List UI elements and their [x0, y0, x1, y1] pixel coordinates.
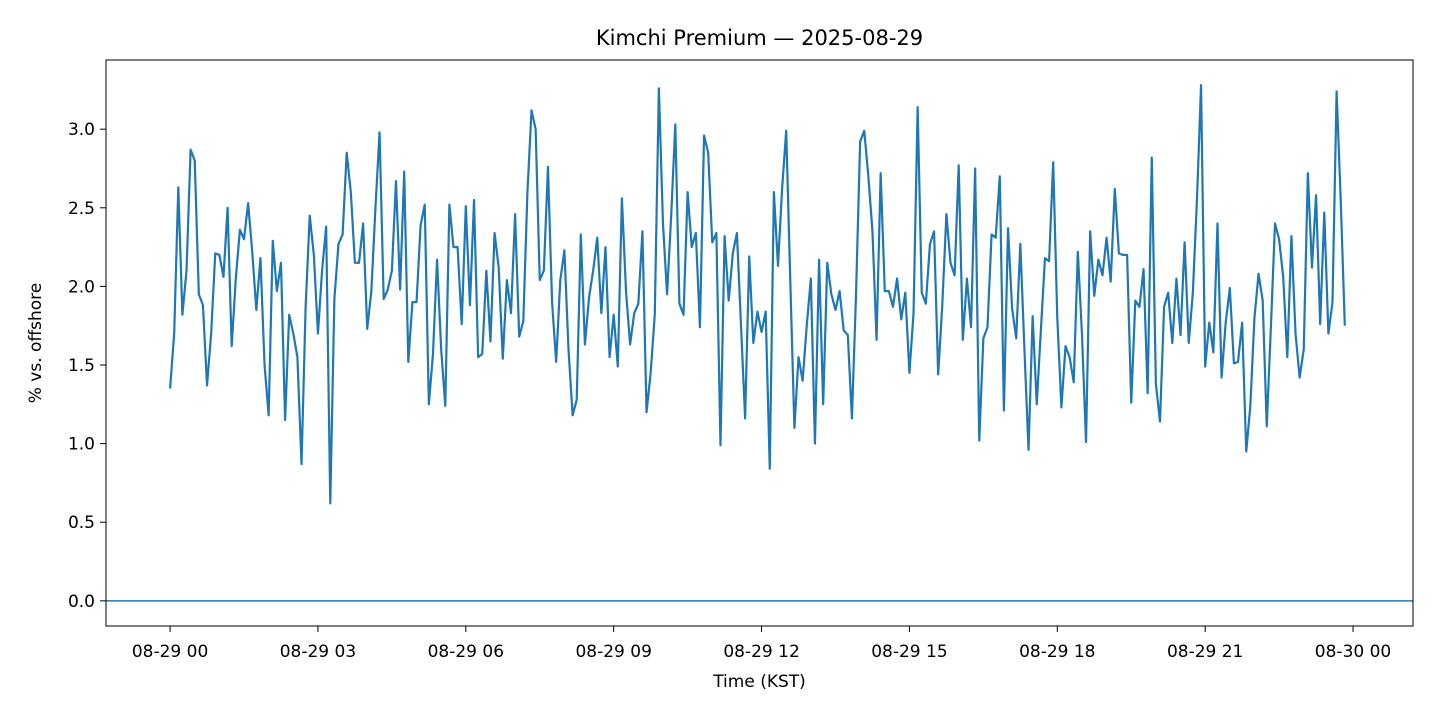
axes-frame	[105, 59, 1414, 627]
x-tick-label: 08-29 03	[280, 642, 356, 662]
series-group	[168, 84, 1346, 505]
series-line-0	[168, 84, 1346, 505]
x-tick-label: 08-29 12	[723, 642, 799, 662]
y-tick-label: 2.0	[68, 277, 95, 297]
x-axis-label: Time (KST)	[712, 672, 806, 692]
x-tick-label: 08-29 00	[132, 642, 208, 662]
x-tick-label: 08-29 06	[428, 642, 504, 662]
x-tick-label: 08-30 00	[1315, 642, 1391, 662]
y-tick-label: 1.0	[68, 435, 95, 455]
y-axis-ticks: 0.0 0.5 1.0 1.5 2.0 2.5 3.0	[68, 120, 106, 612]
x-tick-label: 08-29 21	[1167, 642, 1243, 662]
x-tick-label: 08-29 15	[871, 642, 947, 662]
chart-title: Kimchi Premium — 2025-08-29	[596, 26, 923, 50]
y-tick-label: 1.5	[68, 356, 95, 376]
y-axis-label: % vs. offshore	[26, 283, 46, 404]
y-tick-label: 0.0	[68, 592, 95, 612]
x-tick-label: 08-29 18	[1019, 642, 1095, 662]
x-tick-label: 08-29 09	[575, 642, 651, 662]
y-tick-label: 0.5	[68, 513, 95, 533]
y-tick-label: 3.0	[68, 120, 95, 140]
x-axis-ticks: 08-29 00 08-29 03 08-29 06 08-29 09 08-29 12…	[132, 626, 1391, 662]
y-tick-label: 2.5	[68, 199, 95, 219]
